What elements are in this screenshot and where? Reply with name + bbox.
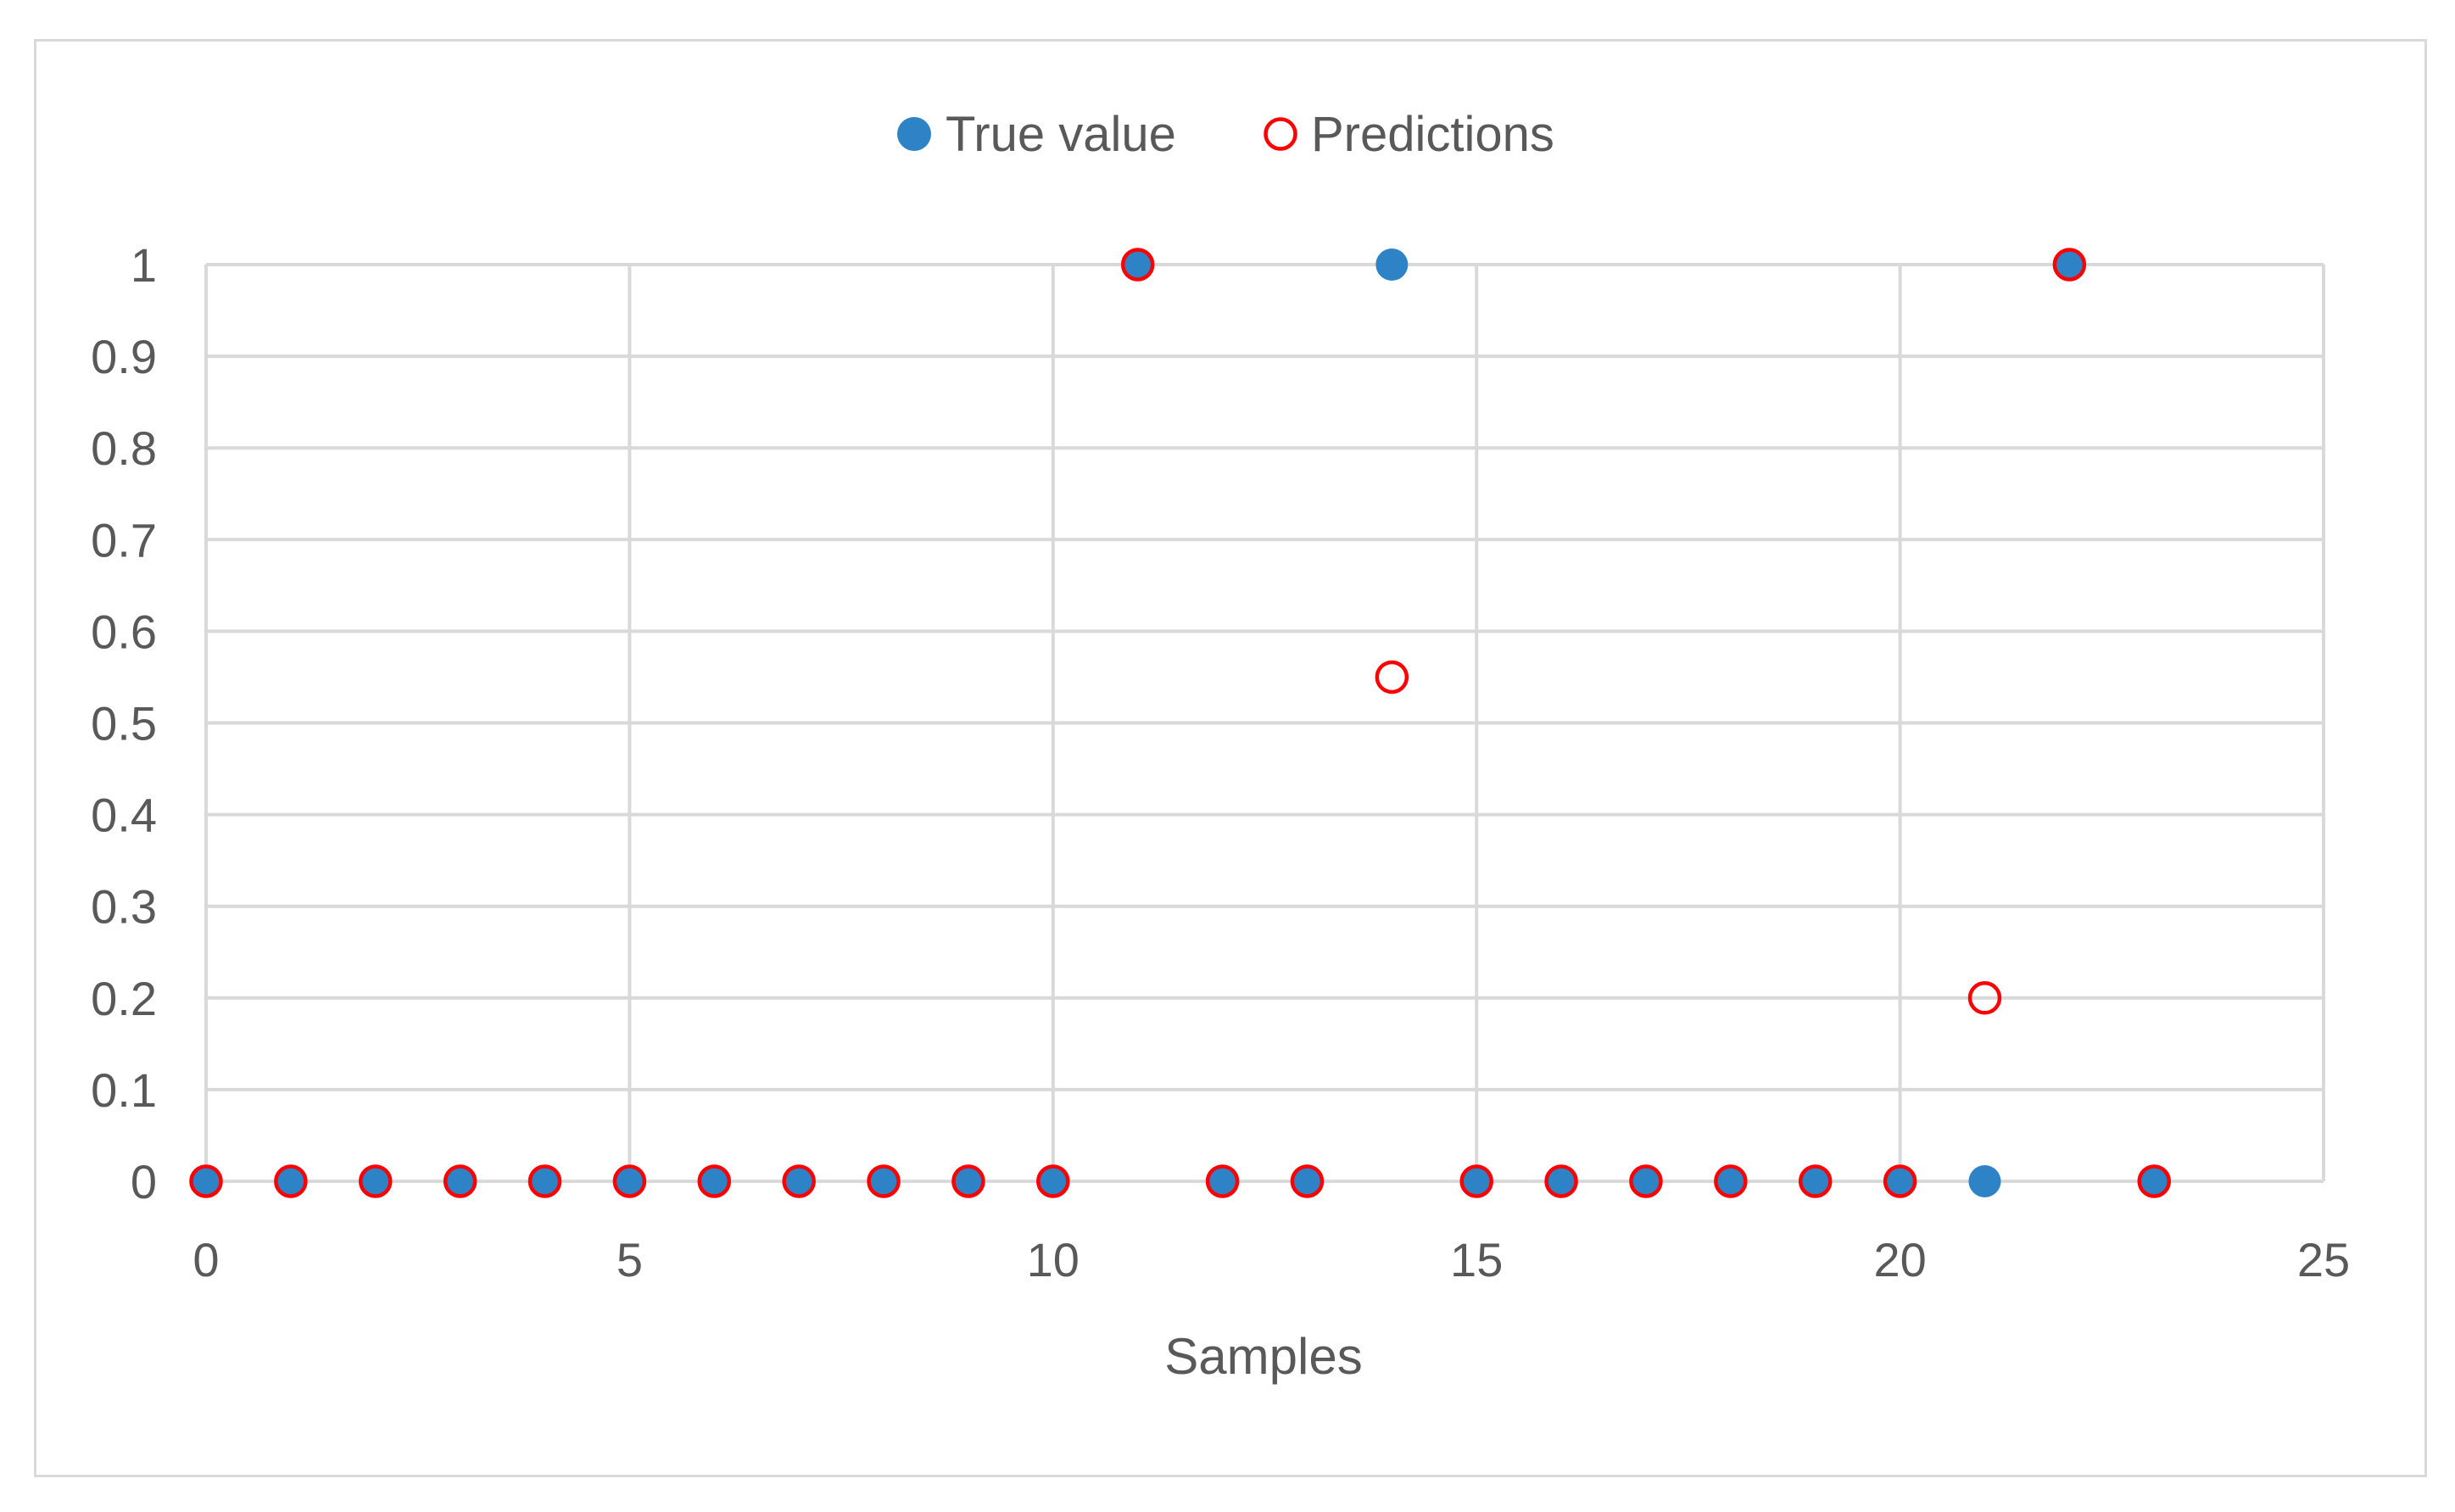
true-value-point	[359, 1165, 392, 1197]
true-value-point	[1121, 248, 1154, 281]
y-tick-label: 0	[131, 1155, 157, 1208]
true-value-point	[444, 1165, 477, 1197]
y-tick-label: 0.7	[91, 513, 157, 566]
true-value-point	[783, 1165, 816, 1197]
x-tick-label: 10	[1027, 1233, 1080, 1286]
y-tick-label: 0.5	[91, 697, 157, 750]
y-tick-label: 0.1	[91, 1063, 157, 1117]
true-value-point	[2138, 1165, 2171, 1197]
prediction-point	[1967, 981, 2002, 1015]
y-tick-label: 0.9	[91, 330, 157, 383]
true-value-point	[698, 1165, 731, 1197]
chart-area	[34, 39, 2427, 1477]
y-tick-label: 1	[131, 238, 157, 292]
true-value-point	[1375, 248, 1409, 281]
prediction-point	[1205, 1164, 1240, 1198]
y-tick-label: 0.8	[91, 421, 157, 475]
x-tick-label: 5	[617, 1233, 643, 1286]
y-tick-label: 0.6	[91, 605, 157, 658]
y-tick-label: 0.3	[91, 880, 157, 934]
legend-predictions-label: Predictions	[1311, 107, 1554, 162]
true-value-point	[2053, 248, 2086, 281]
x-tick-label: 0	[192, 1233, 219, 1286]
prediction-point	[1629, 1164, 1663, 1198]
prediction-point	[1798, 1164, 1833, 1198]
prediction-point	[1544, 1164, 1578, 1198]
true-value-point	[1460, 1165, 1493, 1197]
prediction-point	[527, 1164, 562, 1198]
prediction-point	[2052, 248, 2087, 282]
prediction-point	[1120, 248, 1155, 282]
y-tick-label: 0.4	[91, 789, 157, 842]
true-value-point	[951, 1165, 985, 1197]
prediction-point	[697, 1164, 732, 1198]
true-value-point	[1629, 1165, 1662, 1197]
true-value-point	[1799, 1165, 1832, 1197]
legend-true-value-label: True value	[946, 107, 1176, 162]
true-value-point	[1545, 1165, 1578, 1197]
prediction-point	[1036, 1164, 1070, 1198]
x-tick-label: 25	[2297, 1233, 2350, 1286]
prediction-point	[189, 1164, 223, 1198]
prediction-point	[2137, 1164, 2171, 1198]
y-tick-label: 0.2	[91, 972, 157, 1025]
prediction-point	[782, 1164, 816, 1198]
legend-predictions-marker	[1264, 117, 1297, 151]
prediction-point	[1459, 1164, 1493, 1198]
true-value-point	[1206, 1165, 1239, 1197]
true-value-point	[1714, 1165, 1747, 1197]
prediction-point	[951, 1164, 985, 1198]
prediction-point	[1883, 1164, 1917, 1198]
true-value-point	[868, 1165, 901, 1197]
x-tick-label: 20	[1873, 1233, 1926, 1286]
prediction-point	[359, 1164, 393, 1198]
true-value-point	[1968, 1165, 2001, 1197]
x-axis-title: Samples	[1164, 1328, 1362, 1385]
prediction-point	[612, 1164, 647, 1198]
true-value-point	[1036, 1165, 1069, 1197]
true-value-point	[528, 1165, 561, 1197]
true-value-point	[274, 1165, 307, 1197]
true-value-point	[190, 1165, 222, 1197]
prediction-point	[1290, 1164, 1325, 1198]
true-value-point	[613, 1165, 646, 1197]
prediction-point	[443, 1164, 477, 1198]
true-value-point	[1291, 1165, 1324, 1197]
prediction-point	[1375, 660, 1409, 695]
prediction-point	[867, 1164, 901, 1198]
prediction-point	[274, 1164, 308, 1198]
legend-true-value-marker	[897, 117, 931, 151]
prediction-point	[1714, 1164, 1748, 1198]
x-tick-label: 15	[1450, 1233, 1503, 1286]
true-value-point	[1883, 1165, 1917, 1197]
